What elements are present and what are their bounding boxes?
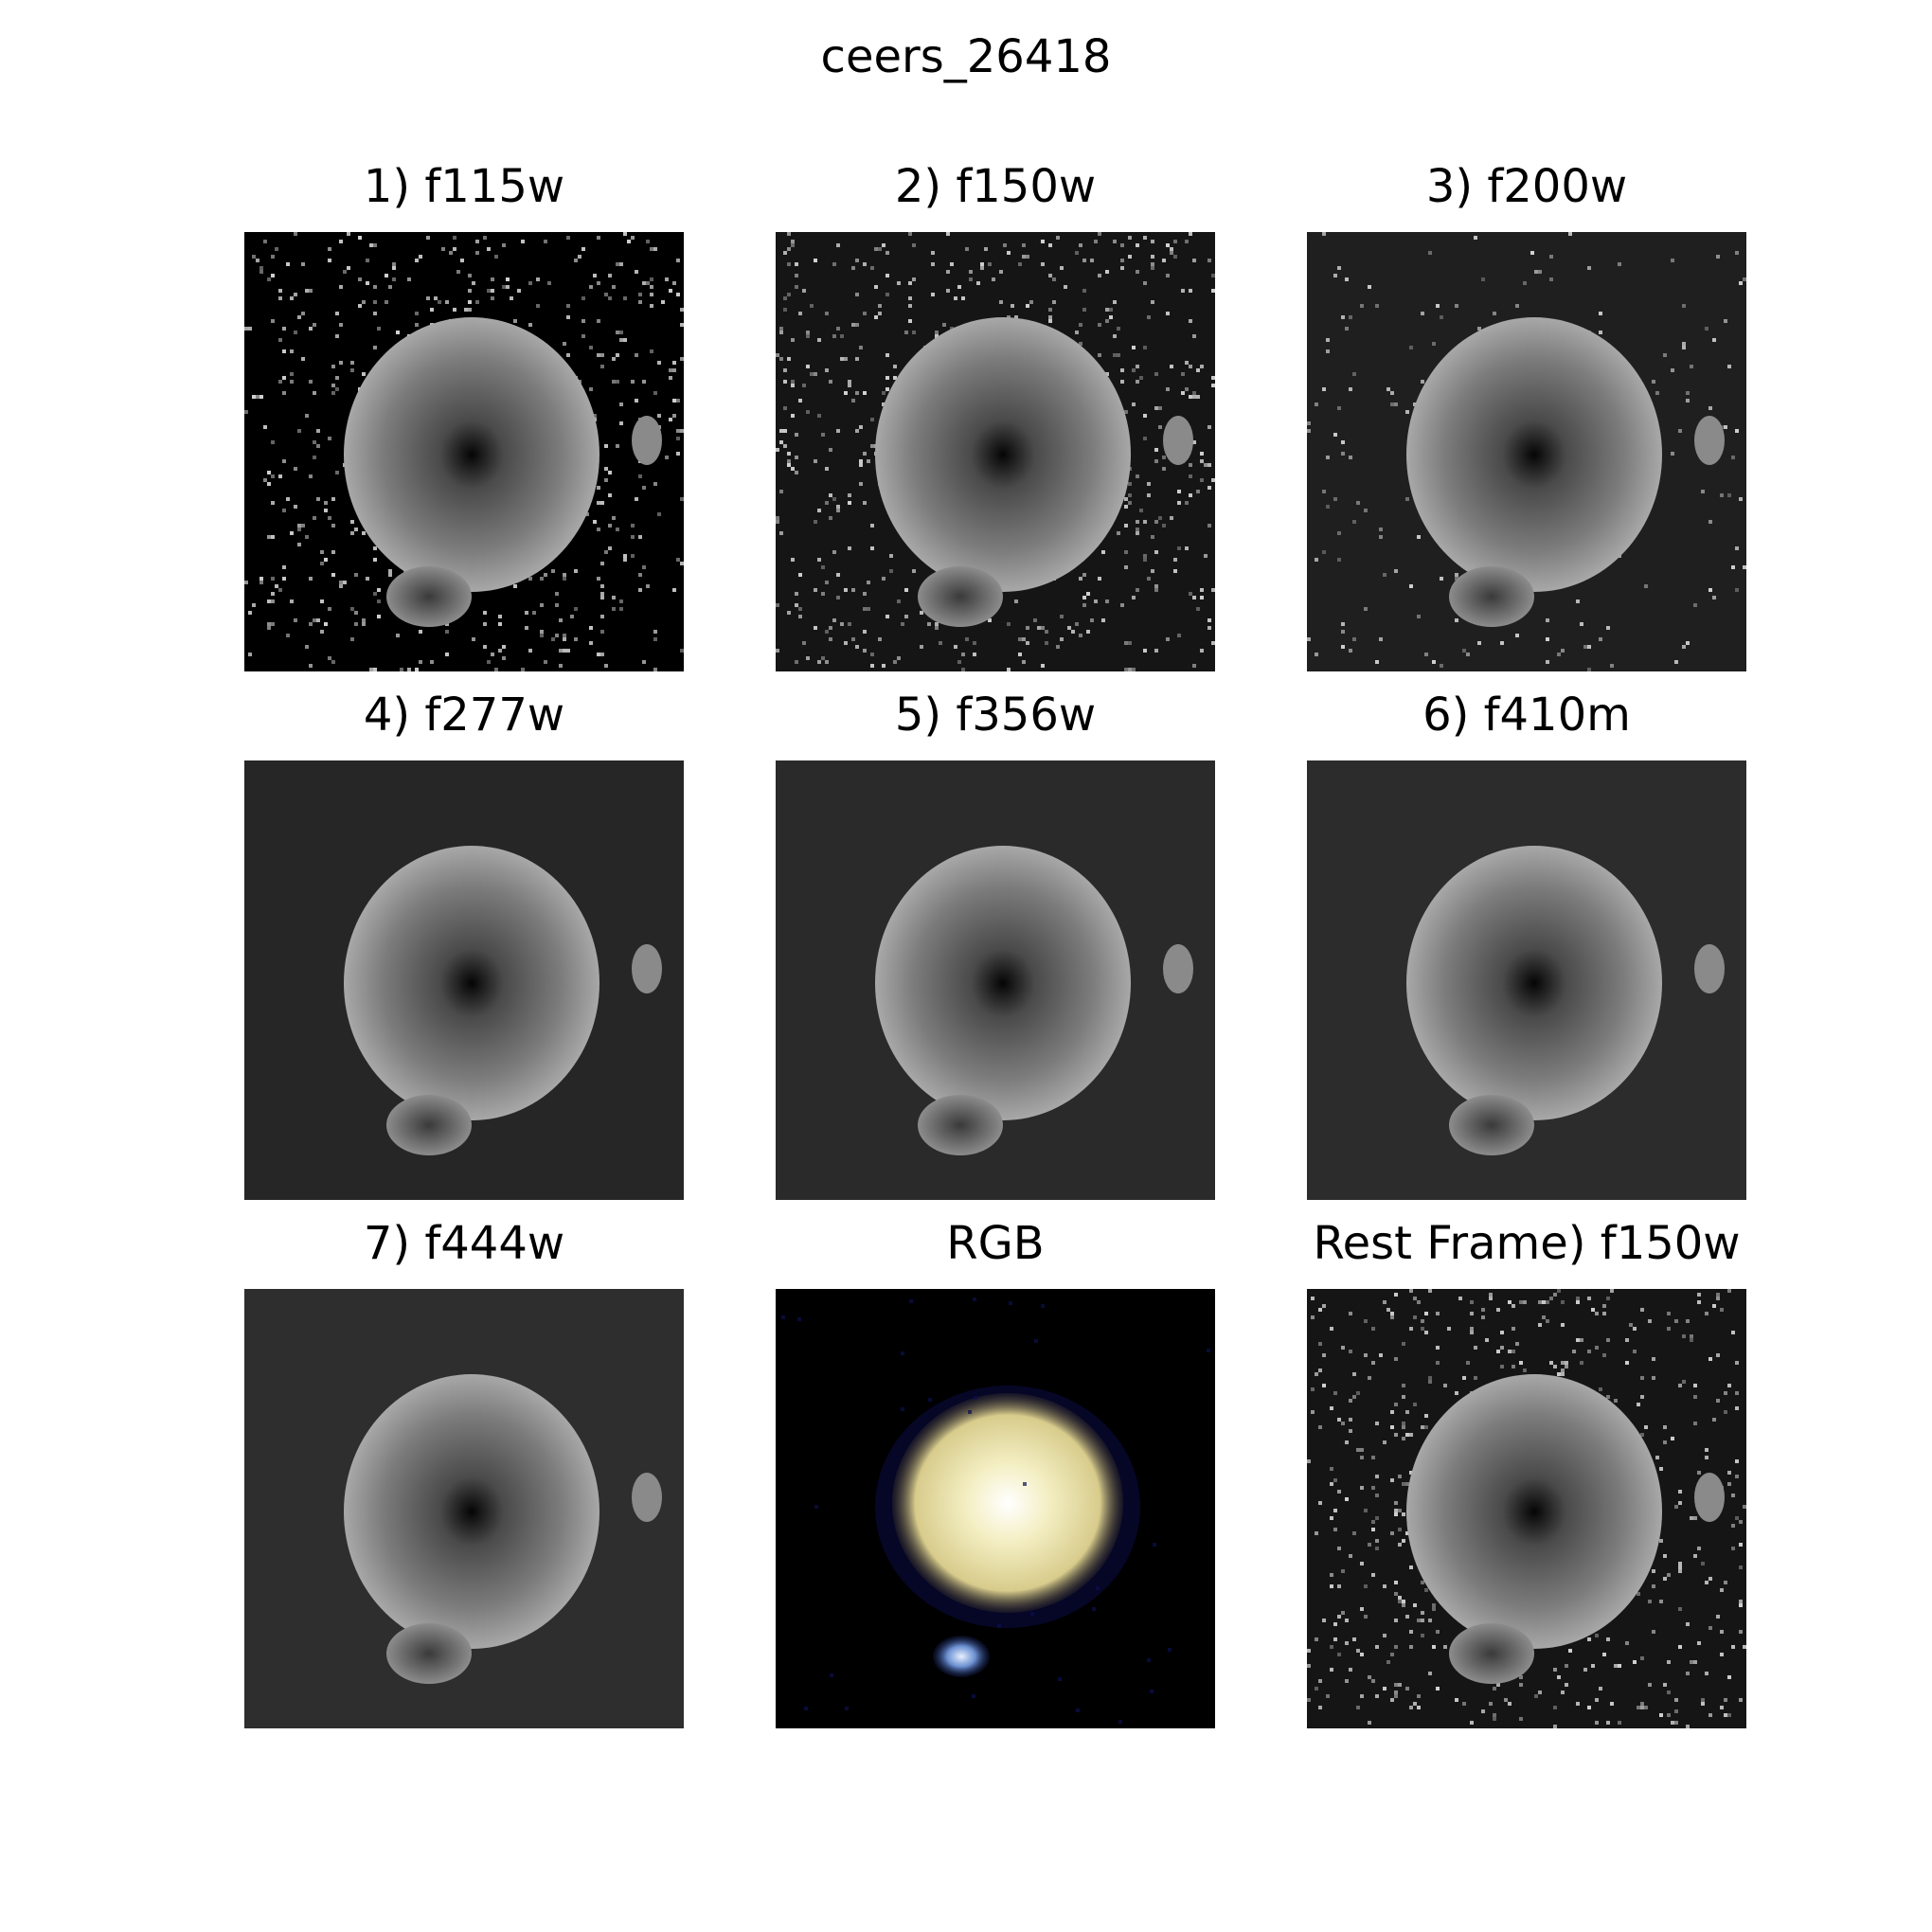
galaxy-image	[1307, 760, 1746, 1200]
panel-title: 2) f150w	[894, 160, 1097, 213]
galaxy-image	[244, 1289, 684, 1728]
figure-title: ceers_26418	[820, 30, 1112, 83]
galaxy-image	[244, 760, 684, 1200]
panel-title: RGB	[946, 1217, 1045, 1270]
panel-title: 3) f200w	[1425, 160, 1628, 213]
galaxy-image	[776, 760, 1215, 1200]
galaxy-image	[1307, 232, 1746, 671]
panel-title: 7) f444w	[363, 1217, 565, 1270]
panel-title: Rest Frame) f150w	[1313, 1217, 1741, 1270]
galaxy-image	[244, 232, 684, 671]
panel-title: 4) f277w	[363, 689, 565, 742]
panel-title: 6) f410m	[1422, 689, 1631, 742]
rgb-composite-image	[776, 1289, 1215, 1728]
panel-title: 1) f115w	[363, 160, 565, 213]
panel-title: 5) f356w	[894, 689, 1097, 742]
galaxy-image	[776, 232, 1215, 671]
galaxy-image	[1307, 1289, 1746, 1728]
